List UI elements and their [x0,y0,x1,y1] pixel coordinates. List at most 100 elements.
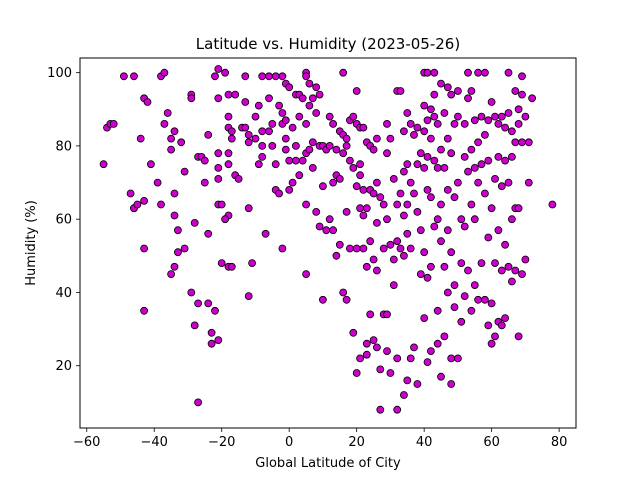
data-point [477,259,486,268]
data-point [261,229,270,238]
data-point [372,134,381,143]
data-point [285,83,294,92]
data-point [349,328,358,337]
data-point [369,336,378,345]
data-point [204,130,213,139]
data-point [443,83,452,92]
data-point [518,270,526,279]
data-point [352,182,361,191]
data-point [430,68,439,77]
data-point [447,149,456,158]
data-point [426,193,435,202]
data-point [214,174,223,183]
data-point [281,116,290,125]
data-point [244,138,253,147]
data-point [464,266,472,275]
data-point [413,207,422,216]
data-point [403,229,412,238]
data-point [190,321,199,330]
data-point [396,189,405,198]
data-point [406,120,415,128]
data-point [285,185,294,194]
data-point [406,178,415,187]
x-tick-label: 60 [483,435,500,450]
data-point [453,112,462,121]
data-point [211,72,219,81]
data-point [109,120,118,128]
data-point [501,314,510,323]
data-point [494,226,503,235]
data-point [491,332,499,341]
data-point [268,120,277,128]
x-tick-label: −20 [208,435,235,450]
data-point [521,255,530,264]
data-point [329,120,338,128]
data-point [325,215,334,224]
data-point [480,130,489,139]
data-point [265,94,273,103]
data-point [524,138,533,147]
data-point [194,398,203,407]
data-point [325,112,334,121]
data-point [258,152,267,161]
data-point [399,391,408,399]
data-point [474,68,483,77]
data-point [453,354,462,363]
data-point [497,321,506,330]
data-point [356,204,365,213]
data-point [389,174,398,183]
data-point [464,68,472,77]
data-point [177,138,186,147]
data-point [275,189,284,198]
data-point [291,156,300,165]
data-point [224,149,233,158]
data-point [305,145,314,154]
data-point [372,178,381,187]
data-point [369,145,378,154]
data-point [224,90,233,99]
data-point [416,149,425,158]
data-point [180,167,189,176]
data-point [312,83,321,92]
data-point [386,240,395,249]
data-point [386,134,395,143]
data-point [187,288,196,297]
data-point [160,120,169,128]
data-point [420,101,429,110]
y-tick-label: 80 [55,139,72,154]
data-point [302,270,311,279]
data-point [140,306,149,315]
data-point [271,160,280,169]
data-point [507,277,516,286]
data-point [204,299,213,308]
data-point [460,152,469,161]
data-point [410,130,418,139]
data-point [521,112,530,121]
data-point [467,87,476,95]
data-point [160,68,169,77]
data-point [474,178,483,187]
data-point [342,141,351,150]
data-point [423,185,432,194]
data-point [464,167,472,176]
data-point [227,127,236,136]
data-point [359,123,368,132]
data-point [278,244,287,253]
data-point [207,339,216,348]
data-point [120,72,128,81]
data-point [467,306,476,315]
data-point [291,141,300,150]
data-point [467,200,476,209]
data-point [356,171,365,180]
data-point [518,72,526,81]
data-point [430,112,439,121]
data-point [437,145,445,154]
data-point [308,94,317,103]
data-point [349,163,358,172]
data-point [511,87,520,95]
data-point [146,160,155,169]
data-point [372,266,381,275]
x-tick-label: 20 [348,435,365,450]
data-point [349,112,358,121]
y-axis-label: Humidity (%) [24,200,39,286]
